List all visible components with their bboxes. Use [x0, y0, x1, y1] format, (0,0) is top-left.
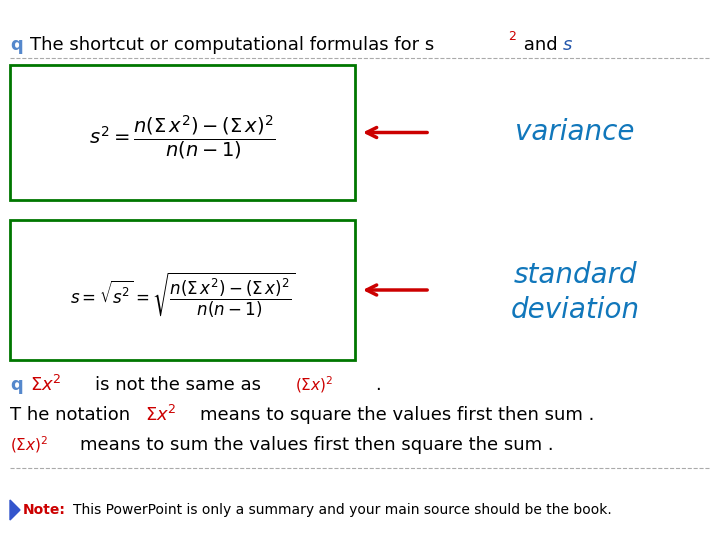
Text: is not the same as: is not the same as — [95, 376, 261, 394]
Text: q: q — [10, 376, 23, 394]
Text: standard: standard — [513, 261, 636, 289]
Text: variance: variance — [516, 118, 635, 146]
Text: The shortcut or computational formulas for s: The shortcut or computational formulas f… — [30, 36, 434, 54]
Text: This PowerPoint is only a summary and your main source should be the book.: This PowerPoint is only a summary and yo… — [73, 503, 612, 517]
Text: deviation: deviation — [510, 296, 639, 324]
Text: T he notation: T he notation — [10, 406, 130, 424]
Text: $(\Sigma x)^2$: $(\Sigma x)^2$ — [10, 435, 48, 455]
Text: $(\Sigma x)^2$: $(\Sigma x)^2$ — [295, 375, 333, 395]
Text: means to sum the values first then square the sum .: means to sum the values first then squar… — [80, 436, 554, 454]
Text: means to square the values first then sum .: means to square the values first then su… — [200, 406, 595, 424]
Text: .: . — [375, 376, 381, 394]
Text: $s^2 = \dfrac{n(\Sigma\, x^2) - (\Sigma\, x)^2}{n(n-1)}$: $s^2 = \dfrac{n(\Sigma\, x^2) - (\Sigma\… — [89, 113, 276, 161]
Text: q: q — [10, 36, 23, 54]
Polygon shape — [10, 500, 20, 520]
Text: Note:: Note: — [23, 503, 66, 517]
Text: s: s — [563, 36, 572, 54]
Text: $\Sigma x^2$: $\Sigma x^2$ — [145, 405, 176, 425]
Text: and: and — [518, 36, 563, 54]
Text: 2: 2 — [508, 30, 516, 44]
Text: $\Sigma x^2$: $\Sigma x^2$ — [30, 375, 62, 395]
Bar — [10, 220, 355, 360]
Text: $s = \sqrt{s^2} = \sqrt{\dfrac{n(\Sigma\, x^2) - (\Sigma\, x)^2}{n(n-1)}}$: $s = \sqrt{s^2} = \sqrt{\dfrac{n(\Sigma\… — [70, 270, 295, 320]
Bar — [10, 65, 355, 200]
